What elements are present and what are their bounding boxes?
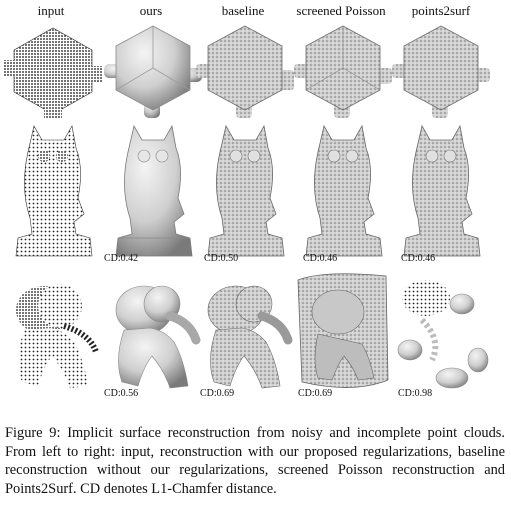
column-header-screened-poisson: screened Poisson [296,3,386,18]
cd-label-elephant-points2surf: CD:0.98 [398,388,433,399]
cd-label-owl-ours: CD:0.42 [104,253,139,264]
column-header-baseline: baseline [221,3,265,18]
render-owl-ours [104,118,202,266]
render-owl-points2surf [392,118,490,266]
render-cube-points2surf [392,20,490,118]
render-elephant-input [4,270,102,400]
render-owl-baseline [196,118,294,266]
render-cube-baseline [196,20,294,118]
cd-label-elephant-baseline: CD:0.69 [200,388,235,399]
cd-label-owl-screened-poisson: CD:0.46 [303,253,338,264]
render-cube-ours [104,20,202,118]
column-header-input: input [37,3,65,18]
cd-label-owl-baseline: CD:0.50 [204,253,239,264]
render-elephant-points2surf [392,270,490,400]
cd-label-elephant-screened-poisson: CD:0.69 [298,388,333,399]
render-elephant-screened-poisson [294,270,392,400]
column-header-ours: ours [139,3,163,18]
render-elephant-baseline [196,270,294,400]
render-owl-input [4,118,102,266]
render-cube-screened-poisson [294,20,392,118]
render-elephant-ours [104,270,202,400]
column-header-points2surf: points2surf [411,3,471,18]
render-owl-screened-poisson [294,118,392,266]
cd-label-owl-points2surf: CD:0.46 [401,253,436,264]
figure-caption: Figure 9: Implicit surface reconstructio… [5,425,505,497]
render-cube-input [4,20,102,118]
cd-label-elephant-ours: CD:0.56 [104,388,139,399]
